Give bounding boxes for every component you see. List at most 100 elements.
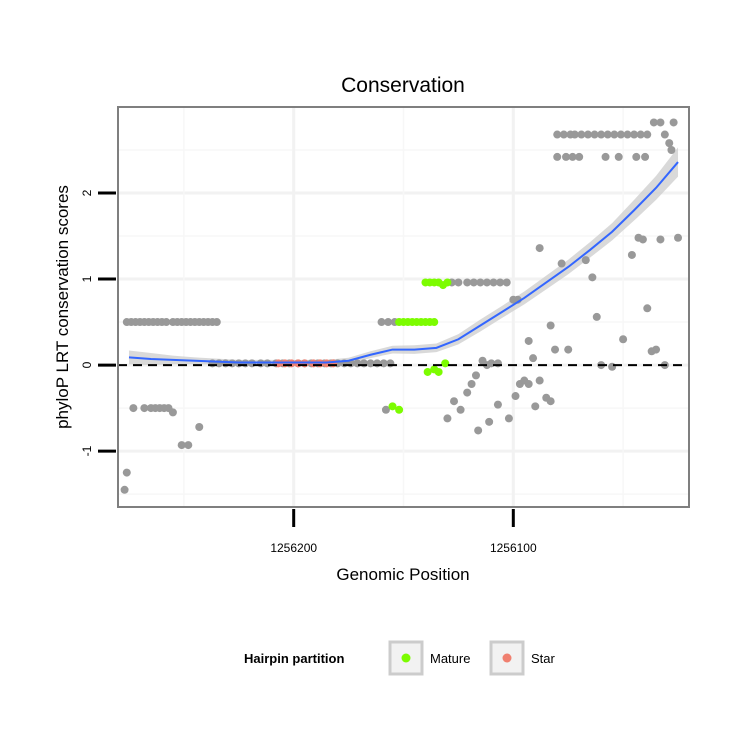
point-other [570, 130, 579, 139]
point-other [638, 235, 647, 244]
point-other [502, 278, 511, 287]
point-other [656, 118, 665, 127]
point-other [590, 130, 599, 139]
point-mature [388, 402, 397, 411]
legend-label-mature: Mature [430, 651, 470, 666]
point-other [583, 130, 592, 139]
point-other [531, 402, 540, 411]
point-other [562, 152, 571, 161]
point-other [652, 345, 661, 354]
point-other [450, 397, 459, 406]
point-other [665, 139, 674, 148]
point-other [377, 318, 386, 327]
point-other [553, 130, 562, 139]
point-other [649, 118, 658, 127]
smooth-line [128, 161, 679, 364]
point-mature [441, 359, 450, 368]
point-other [641, 152, 650, 161]
x-axis: 1256200 1256100 [270, 509, 537, 555]
point-other [616, 130, 625, 139]
point-other [559, 130, 568, 139]
point-other [386, 359, 395, 368]
point-mature [434, 367, 443, 376]
point-other [511, 392, 520, 401]
point-other [667, 146, 676, 155]
point-other [524, 336, 533, 345]
point-other [608, 362, 617, 371]
point-other [162, 318, 171, 327]
point-other [630, 130, 639, 139]
point-other [535, 376, 544, 385]
legend-title: Hairpin partition [244, 651, 344, 666]
point-other [524, 379, 533, 388]
point-other [575, 152, 584, 161]
point-other [551, 345, 560, 354]
point-other [467, 379, 476, 388]
point-other [485, 417, 494, 426]
legend-label-star: Star [531, 651, 556, 666]
point-other [529, 354, 538, 363]
point-other [456, 405, 465, 414]
point-other [553, 152, 562, 161]
point-other [546, 397, 555, 406]
point-other [564, 345, 573, 354]
y-axis-label: phyloP LRT conservation scores [53, 185, 72, 429]
point-other [603, 130, 612, 139]
point-other [489, 278, 498, 287]
point-mature [395, 405, 404, 414]
point-other [601, 152, 610, 161]
point-other [643, 304, 652, 313]
point-other [592, 312, 601, 321]
point-other [656, 235, 665, 244]
point-other [632, 152, 641, 161]
point-other [443, 414, 452, 423]
legend: Hairpin partition Mature Star [244, 640, 556, 676]
y-tick-label: 1 [80, 275, 94, 282]
point-other [212, 318, 221, 327]
point-other [366, 359, 375, 368]
point-mature [423, 367, 432, 376]
point-other [493, 359, 502, 368]
point-other [504, 414, 513, 423]
point-mature [430, 318, 439, 327]
x-tick-label: 1256100 [490, 541, 537, 555]
point-other [474, 426, 483, 435]
legend-dot-mature [401, 653, 411, 663]
y-tick-label: 0 [80, 361, 94, 368]
point-other [177, 441, 186, 450]
point-other [381, 405, 390, 414]
legend-dot-star [502, 653, 512, 663]
y-tick-label: -1 [80, 445, 94, 456]
point-other [619, 335, 628, 344]
point-other [597, 130, 606, 139]
y-tick-label: 2 [80, 189, 94, 196]
point-star [329, 359, 338, 368]
point-other [454, 278, 463, 287]
point-other [669, 118, 678, 127]
point-other [496, 278, 505, 287]
point-other [546, 321, 555, 330]
point-other [469, 278, 478, 287]
point-other [636, 130, 645, 139]
point-other [627, 250, 636, 259]
x-tick-label: 1256200 [270, 541, 317, 555]
point-mature [443, 278, 452, 287]
point-other [471, 371, 480, 380]
point-other [623, 130, 632, 139]
point-other [120, 485, 129, 494]
point-other [643, 130, 652, 139]
point-other [168, 408, 177, 417]
point-other [674, 233, 683, 242]
point-other [577, 130, 586, 139]
point-other [660, 130, 669, 139]
y-axis: -1 0 1 2 [80, 189, 116, 456]
point-other [140, 404, 149, 413]
point-other [493, 400, 502, 409]
point-other [184, 441, 193, 450]
point-other [482, 278, 491, 287]
point-other [588, 273, 597, 282]
point-other [581, 256, 590, 265]
point-other [476, 278, 485, 287]
